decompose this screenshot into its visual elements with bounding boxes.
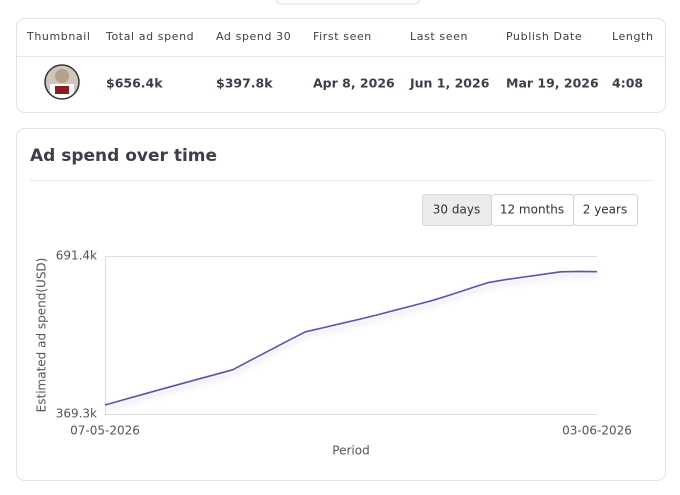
top-tab xyxy=(275,0,421,5)
column-header: Last seen xyxy=(410,30,468,43)
table-cell: Apr 8, 2026 xyxy=(313,76,395,91)
table-cell: $397.8k xyxy=(216,76,273,91)
table-card xyxy=(16,18,666,113)
column-header: Total ad spend xyxy=(105,30,194,43)
series-line xyxy=(104,270,598,406)
y-axis-label: Estimated ad spend(USD) xyxy=(35,258,49,413)
x-axis-label: Period xyxy=(332,444,369,458)
range-button-label[interactable]: 2 years xyxy=(583,203,627,217)
table-cell: Mar 19, 2026 xyxy=(506,76,599,91)
column-header: Thumbnail xyxy=(26,30,91,43)
y-tick-label: 369.3k xyxy=(56,407,97,421)
column-header: Length xyxy=(612,30,654,43)
range-button-label[interactable]: 12 months xyxy=(500,203,564,217)
table-cell: Jun 1, 2026 xyxy=(409,76,490,91)
column-header: Publish Date xyxy=(506,30,582,43)
range-button[interactable] xyxy=(573,194,638,226)
column-header: First seen xyxy=(313,30,372,43)
column-header: Ad spend 30 xyxy=(216,30,291,43)
chart-title: Ad spend over time xyxy=(30,146,217,166)
x-tick-label: 03-06-2026 xyxy=(562,424,632,438)
range-button-label[interactable]: 30 days xyxy=(433,203,480,217)
x-tick-label: 07-05-2026 xyxy=(70,424,140,438)
thumbnail[interactable] xyxy=(44,64,80,100)
y-tick-label: 691.4k xyxy=(56,249,97,263)
table-cell: 4:08 xyxy=(612,76,643,91)
table-cell: $656.4k xyxy=(106,76,163,91)
